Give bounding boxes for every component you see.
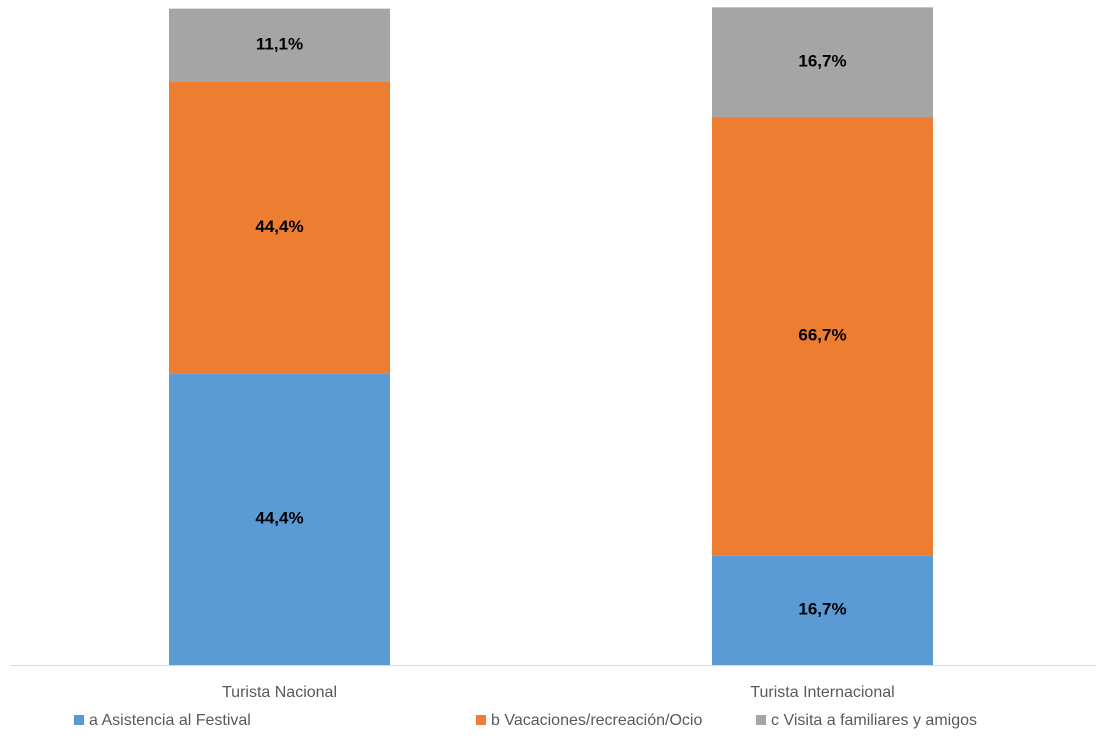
bar-segment bbox=[169, 8, 390, 82]
legend-swatch bbox=[476, 715, 486, 725]
x-tick-label: Turista Nacional bbox=[222, 684, 337, 701]
x-tick-label: Turista Internacional bbox=[750, 684, 894, 701]
data-label: 16,7% bbox=[798, 600, 846, 619]
data-label: 44,4% bbox=[255, 509, 303, 528]
legend-label: a Asistencia al Festival bbox=[89, 712, 251, 729]
data-label: 11,1% bbox=[256, 35, 303, 54]
legend-label: c Visita a familiares y amigos bbox=[771, 712, 977, 729]
legend-label: b Vacaciones/recreación/Ocio bbox=[491, 712, 702, 729]
bar-segment bbox=[712, 555, 933, 665]
legend-swatch bbox=[756, 715, 766, 725]
bar-segment bbox=[169, 373, 390, 665]
data-label: 66,7% bbox=[798, 326, 846, 345]
bar-segment bbox=[169, 81, 390, 374]
bar-segment bbox=[712, 117, 933, 556]
data-label: 16,7% bbox=[798, 52, 846, 71]
legend-swatch bbox=[74, 715, 84, 725]
data-label: 44,4% bbox=[255, 217, 303, 236]
bar-segment bbox=[712, 7, 933, 118]
